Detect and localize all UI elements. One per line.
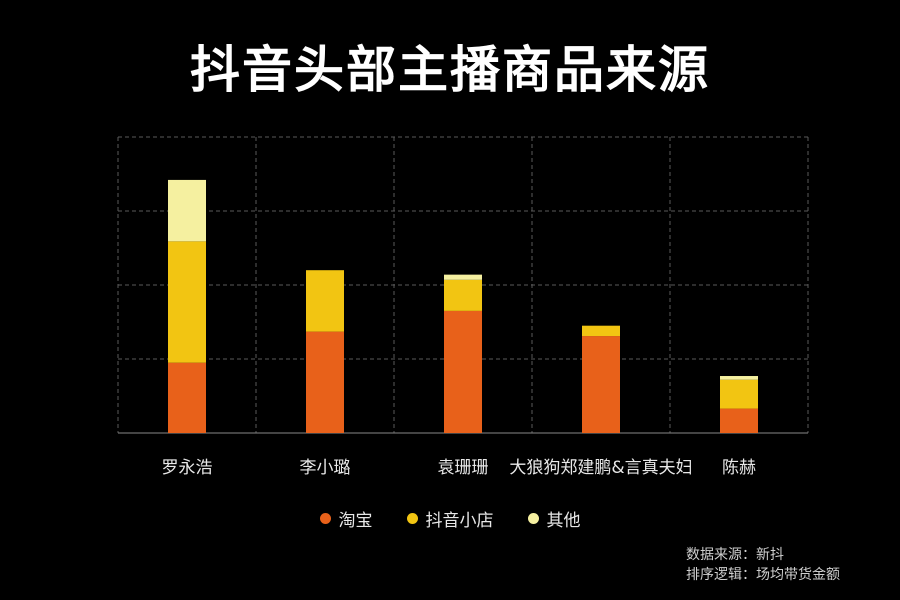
bar-segment-4-1	[720, 379, 758, 409]
legend-swatch-other	[527, 513, 539, 524]
bar-segment-0-2	[168, 179, 206, 242]
bar-segment-0-0	[168, 362, 206, 433]
source-note: 数据来源：新抖 排序逻辑：场均带货金额	[686, 545, 840, 585]
bar-segment-2-2	[444, 274, 482, 280]
bar-segment-4-0	[720, 408, 758, 433]
bar-segment-1-1	[306, 270, 344, 332]
legend-label-douyin-shop: 抖音小店	[425, 511, 494, 531]
legend-swatch-taobao	[319, 513, 331, 524]
x-tick-label: 袁珊珊	[438, 458, 489, 478]
legend-swatch-douyin-shop	[406, 513, 418, 524]
bar-segment-2-1	[444, 279, 482, 311]
legend: 淘宝 抖音小店 其他	[0, 506, 900, 531]
x-tick-label: 李小璐	[300, 458, 351, 478]
source-line-data: 数据来源：新抖	[686, 547, 784, 563]
bars	[168, 179, 758, 433]
source-line-sort: 排序逻辑：场均带货金额	[686, 567, 840, 583]
legend-item-other: 其他	[527, 506, 581, 531]
bar-segment-1-0	[306, 331, 344, 433]
x-tick-labels: 罗永浩 李小璐 袁珊珊 大狼狗郑建鹏&言真夫妇 陈赫	[162, 458, 757, 478]
bar-segment-3-1	[582, 325, 620, 337]
x-tick-label: 罗永浩	[162, 458, 213, 478]
legend-label-other: 其他	[546, 511, 581, 531]
bar-segment-0-1	[168, 241, 206, 363]
x-tick-label: 陈赫	[722, 458, 756, 478]
legend-item-taobao: 淘宝	[319, 506, 373, 531]
bar-segment-2-0	[444, 310, 482, 433]
bar-segment-4-2	[720, 376, 758, 380]
legend-item-douyin-shop: 抖音小店	[406, 506, 494, 531]
bar-segment-3-0	[582, 336, 620, 433]
x-tick-label: 大狼狗郑建鹏&言真夫妇	[509, 458, 692, 478]
chart-title: 抖音头部主播商品来源	[190, 40, 710, 99]
legend-label-taobao: 淘宝	[338, 511, 373, 531]
